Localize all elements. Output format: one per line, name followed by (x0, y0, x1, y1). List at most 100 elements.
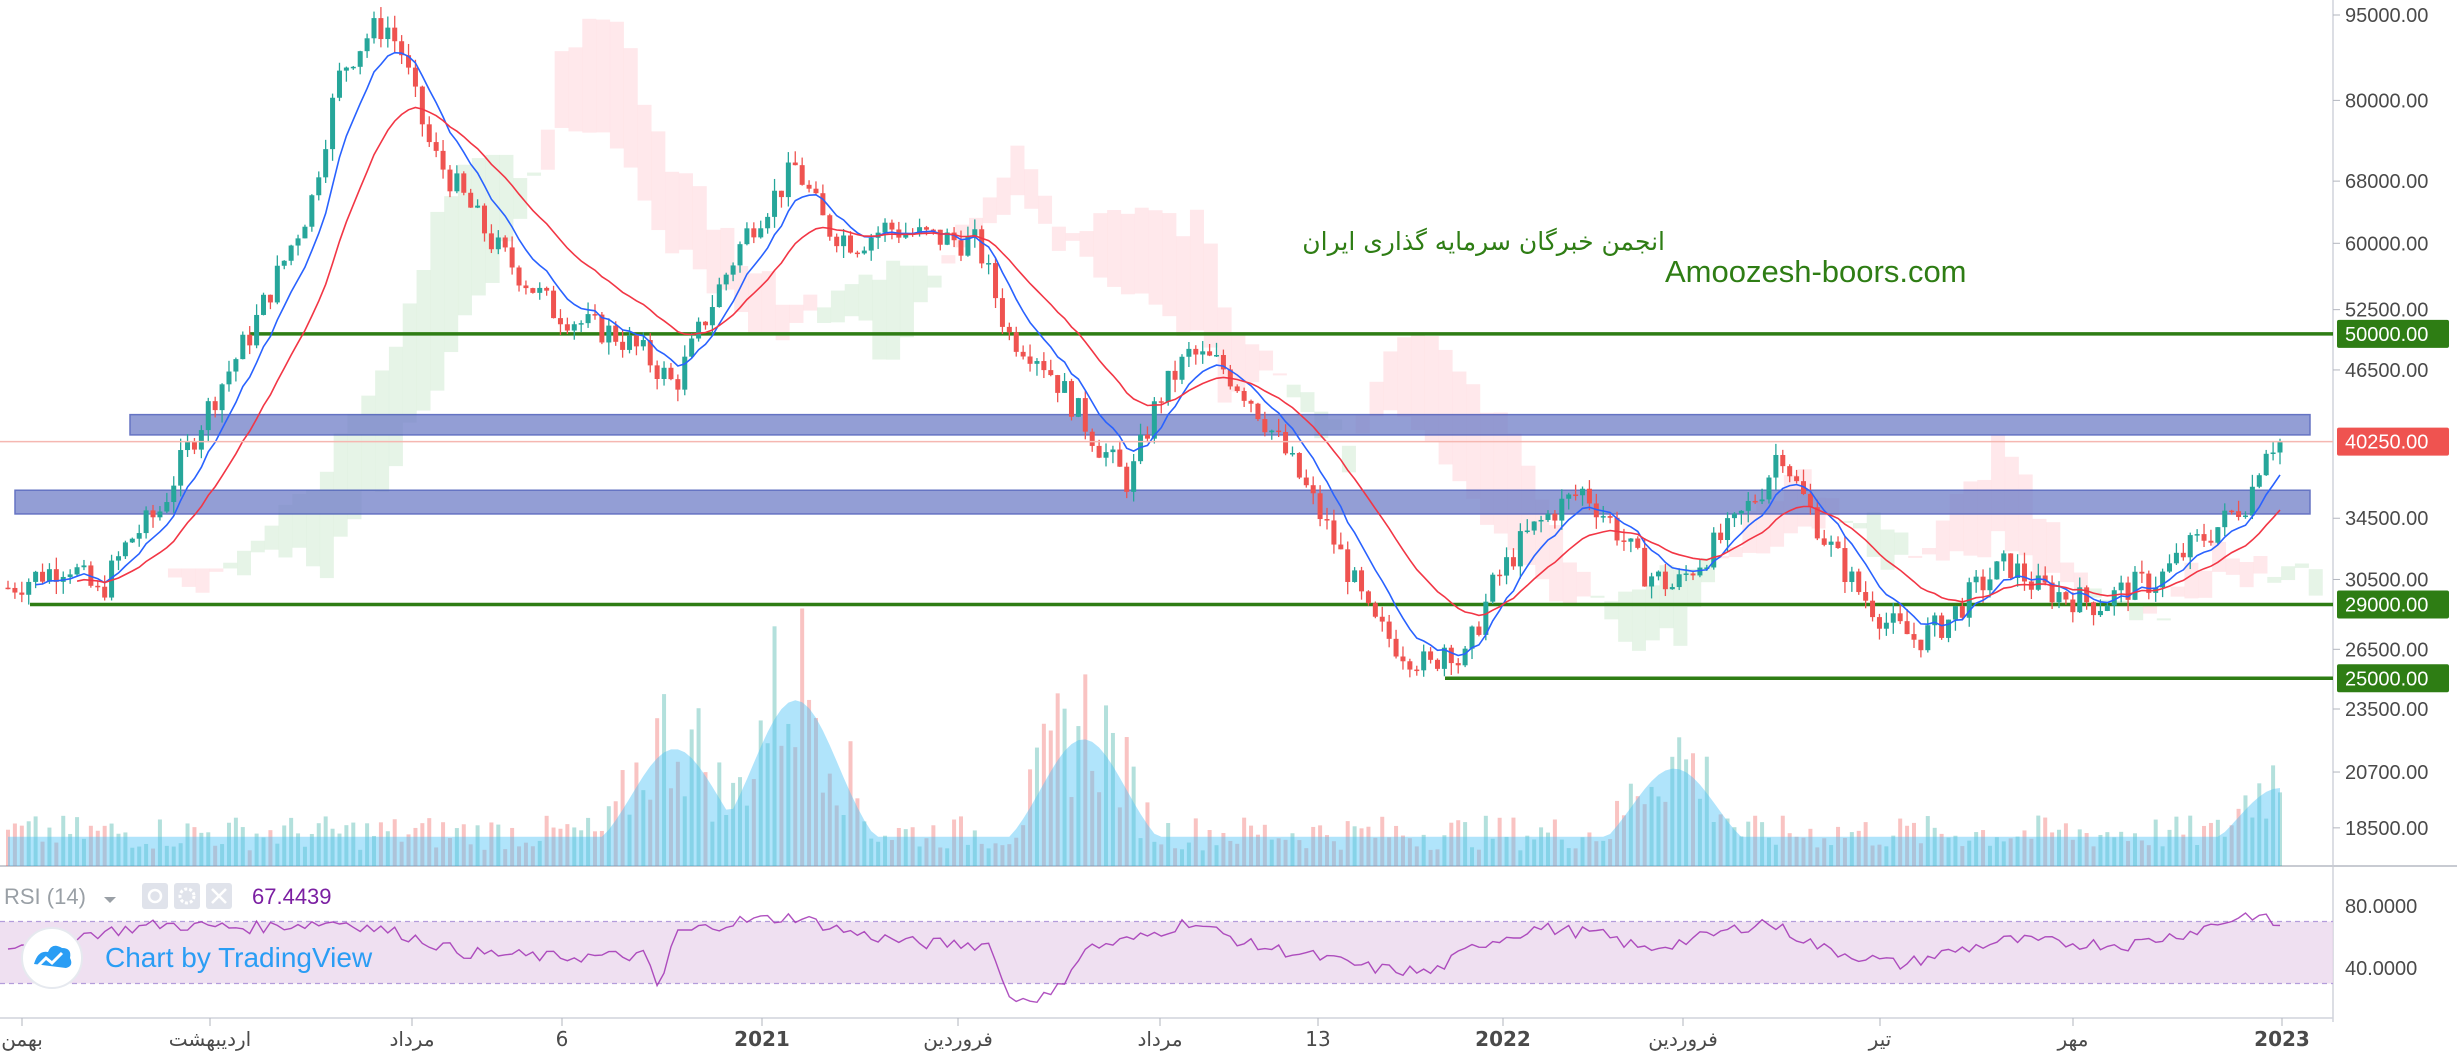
time-tick-label: مرداد (389, 1027, 434, 1051)
candle-body (136, 533, 142, 539)
cloud-segment (1189, 209, 1204, 331)
rsi-title[interactable]: RSI (14) (4, 884, 86, 909)
cloud-segment (1038, 195, 1053, 224)
volume-bar (703, 772, 708, 866)
volume-bar (1311, 826, 1316, 866)
volume-bar (523, 842, 528, 866)
candle-body (1745, 500, 1751, 511)
price-axis[interactable]: 95000.00 80000.00 68000.00 60000.00 52500.00… (2333, 5, 2449, 840)
cloud-segment (692, 186, 707, 270)
volume-bar (1435, 849, 1440, 866)
volume-bar (26, 821, 31, 866)
rsi-tick-label: 80.0000 (2345, 896, 2417, 918)
candle-body (1517, 531, 1523, 567)
horizontal-levels[interactable] (30, 332, 2333, 681)
close-icon[interactable] (206, 883, 232, 909)
candle-body (2242, 515, 2248, 518)
volume-bar (461, 824, 466, 866)
candle-body (1158, 401, 1164, 403)
candle-body (295, 238, 301, 246)
volume-bar (1946, 837, 1951, 866)
resistance-zone[interactable] (129, 413, 2311, 436)
volume-bar (1269, 839, 1274, 866)
volume-bar (282, 825, 287, 866)
volume-bar (420, 823, 425, 866)
candle-body (261, 294, 267, 315)
cloud-segment (817, 307, 832, 323)
candle-body (1807, 493, 1813, 508)
cloud-segment (527, 172, 542, 176)
candle-body (468, 192, 474, 208)
tradingview-logo-icon[interactable] (21, 927, 83, 989)
cloud-segment (1107, 210, 1122, 287)
candle-body (2201, 534, 2207, 541)
gear-icon[interactable] (174, 883, 200, 909)
volume-bar (1829, 845, 1834, 866)
volume-bar (261, 837, 266, 866)
cloud-segment (1618, 591, 1633, 642)
candle-body (903, 233, 909, 238)
volume-bar (1711, 822, 1716, 866)
volume-bar (1442, 835, 1447, 866)
price-tick-label: 52500.00 (2345, 300, 2428, 322)
price-badge[interactable] (2337, 664, 2449, 693)
chevron-down-icon[interactable] (104, 897, 116, 903)
volume-bar (75, 817, 80, 866)
volume-bar (2278, 792, 2282, 866)
candle-body (475, 205, 481, 208)
cloud-segment (1024, 169, 1039, 209)
volume-bar (2236, 808, 2241, 866)
volume-bar (2008, 838, 2013, 866)
candle-body (702, 321, 708, 326)
candle-body (778, 190, 784, 198)
volume-bar (1870, 845, 1875, 866)
volume-bar (1953, 835, 1958, 866)
candle-body (827, 215, 833, 237)
candle-body (1821, 538, 1827, 545)
candle-body (972, 229, 978, 237)
volume-bar (2091, 846, 2096, 866)
candle-body (723, 274, 729, 285)
price-tick-label: 26500.00 (2345, 639, 2428, 661)
price-badge[interactable] (2337, 427, 2449, 456)
volume-bar (1214, 845, 1219, 866)
resistance-zone[interactable] (14, 489, 2311, 515)
candle-body (157, 511, 163, 518)
candle-body (889, 222, 895, 230)
candle-body (102, 586, 108, 598)
price-badge[interactable] (2337, 319, 2449, 348)
cloud-segment (361, 395, 376, 491)
candle-body (993, 263, 999, 299)
candle-body (1372, 603, 1378, 617)
volume-bar (2153, 819, 2158, 866)
candle-body (785, 162, 791, 198)
volume-bar (758, 720, 763, 866)
price-badge-label: 40250.00 (2345, 432, 2428, 454)
candle-body (191, 441, 197, 450)
price-tick-label: 23500.00 (2345, 699, 2428, 721)
candle-body (2091, 602, 2097, 616)
candle-body (999, 298, 1005, 327)
cloud-segment (250, 540, 265, 553)
watermark-url: Amoozesh-boors.com (1665, 254, 1967, 289)
tradingview-brand-link[interactable]: Chart by TradingView (105, 942, 373, 973)
volume-bar (1193, 818, 1198, 866)
cloud-segment (886, 260, 901, 360)
candle-body (1448, 647, 1454, 664)
cloud-segment (2184, 562, 2199, 599)
candle-body (2167, 563, 2173, 572)
cloud-segment (637, 104, 652, 201)
price-badge[interactable] (2337, 590, 2449, 619)
volume-bar (1083, 674, 1088, 866)
cloud-segment (1259, 350, 1274, 371)
candle-body (627, 335, 633, 350)
candle-body (2070, 599, 2076, 613)
time-axis[interactable]: بهمن اردیبهشت مرداد 6 2021 فروردین مرداد 13 2022… (1, 1018, 2310, 1051)
resistance-zones[interactable] (14, 413, 2311, 515)
eye-icon[interactable] (142, 883, 168, 909)
cloud-segment (1631, 589, 1646, 651)
volume-bar (137, 846, 142, 866)
cloud-segment (554, 51, 569, 128)
volume-bar (1725, 818, 1730, 866)
candle-body (40, 571, 46, 582)
